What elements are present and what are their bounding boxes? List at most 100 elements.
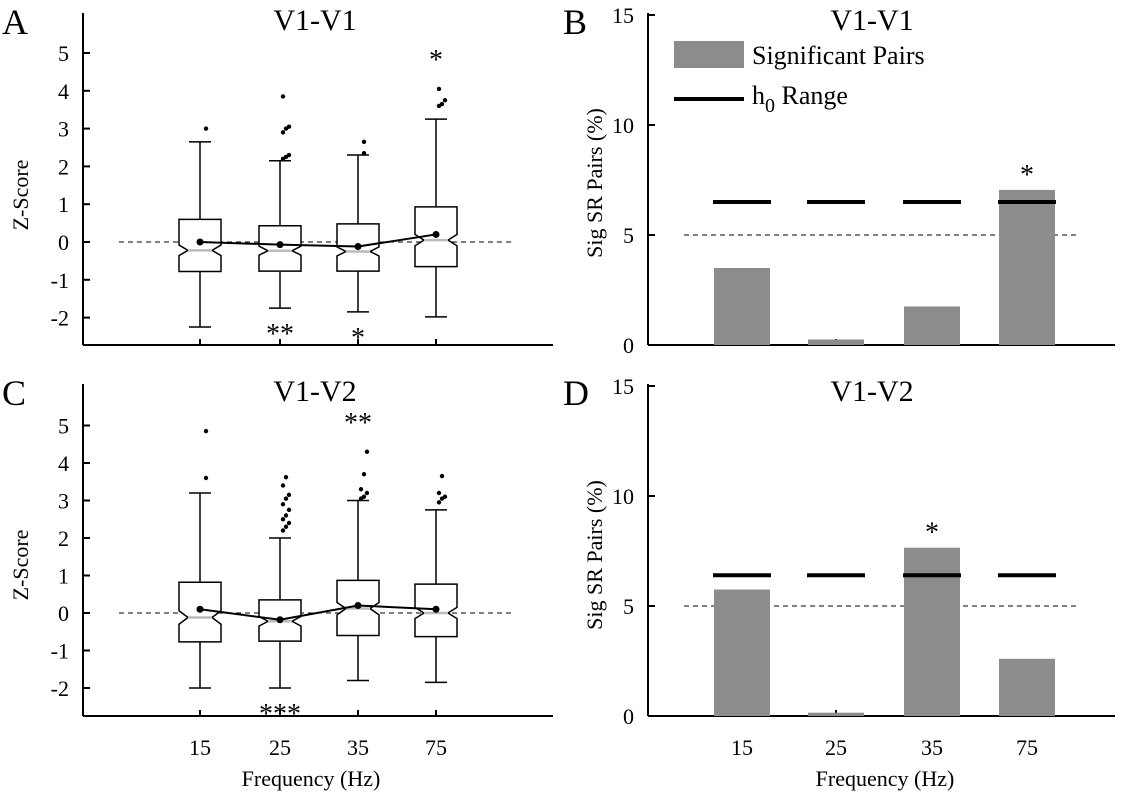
x-tick-label: 25 bbox=[269, 735, 291, 760]
bar bbox=[999, 189, 1055, 345]
outlier-point bbox=[203, 428, 209, 434]
mean-point bbox=[196, 605, 204, 613]
outlier-point bbox=[283, 496, 289, 501]
panel-d-plot-area: 0 5 10 15 15 25 35 75 * bbox=[612, 374, 1115, 760]
outlier-point bbox=[286, 492, 292, 498]
bar bbox=[714, 589, 770, 716]
y-tick-label: 0 bbox=[623, 704, 634, 729]
y-tick-label: 10 bbox=[612, 113, 634, 138]
y-tick-label: -1 bbox=[51, 639, 69, 664]
panel-b-ylabel: Sig SR Pairs (%) bbox=[582, 108, 607, 258]
y-tick-label: 15 bbox=[612, 374, 634, 399]
legend-bar-swatch bbox=[674, 41, 744, 68]
outlier-point bbox=[280, 517, 286, 522]
mean-point bbox=[432, 230, 440, 238]
mean-point bbox=[354, 243, 362, 251]
legend-bar-label: Significant Pairs bbox=[752, 41, 925, 70]
y-tick-label: 3 bbox=[58, 117, 69, 142]
panel-letter-a: A bbox=[2, 2, 28, 42]
outlier-point bbox=[286, 152, 292, 158]
outlier-point bbox=[283, 513, 289, 518]
outlier-point bbox=[361, 150, 367, 156]
box bbox=[258, 224, 302, 272]
y-tick-label: 0 bbox=[58, 601, 69, 626]
legend-range-main: h bbox=[752, 81, 765, 110]
outlier-point bbox=[283, 524, 289, 529]
y-tick-label: -2 bbox=[51, 676, 69, 701]
y-tick-label: 3 bbox=[58, 489, 69, 514]
mean-line bbox=[199, 604, 437, 621]
outlier-point bbox=[280, 483, 286, 488]
outlier-point bbox=[442, 494, 448, 499]
outlier-point bbox=[280, 502, 286, 507]
outlier-point bbox=[286, 520, 292, 526]
outlier-point bbox=[286, 507, 292, 513]
x-tick-label: 35 bbox=[347, 735, 369, 760]
panel-a-title: V1-V1 bbox=[273, 4, 356, 37]
panel-b-title: V1-V1 bbox=[830, 4, 913, 37]
panel-b-bar-chart: B V1-V1 Sig SR Pairs (%) 0 5 10 15 * Signifi… bbox=[563, 2, 1115, 358]
panel-letter-d: D bbox=[563, 373, 589, 413]
panel-b-plot-area: 0 5 10 15 * bbox=[612, 3, 1115, 358]
outlier-point bbox=[439, 473, 445, 479]
outlier-point bbox=[203, 475, 209, 481]
outlier-point bbox=[442, 98, 448, 103]
mean-point bbox=[354, 602, 362, 609]
outlier-point bbox=[436, 490, 442, 496]
significance-stars: ** bbox=[344, 408, 372, 439]
significance-stars: ** bbox=[266, 319, 294, 350]
significance-stars: * bbox=[429, 45, 443, 76]
y-tick-label: 1 bbox=[58, 192, 69, 217]
bar bbox=[904, 306, 960, 345]
significance-stars: * bbox=[351, 323, 365, 354]
bar bbox=[714, 268, 770, 345]
mean-point bbox=[276, 241, 284, 249]
y-tick-label: 5 bbox=[623, 594, 634, 619]
legend-range-rest: Range bbox=[775, 81, 848, 110]
legend: Significant Pairs h0 Range bbox=[674, 41, 925, 117]
bar bbox=[808, 712, 864, 716]
legend-range-sub: 0 bbox=[765, 95, 775, 117]
y-tick-label: 2 bbox=[58, 526, 69, 551]
outlier-point bbox=[203, 126, 209, 131]
outlier-point bbox=[361, 139, 367, 145]
y-tick-label: 15 bbox=[612, 3, 634, 28]
y-tick-label: -1 bbox=[51, 268, 69, 293]
panel-c-xlabel: Frequency (Hz) bbox=[242, 766, 381, 791]
mean-point bbox=[196, 238, 204, 246]
y-tick-label: 4 bbox=[58, 79, 69, 104]
y-tick-label: 5 bbox=[58, 414, 69, 439]
outlier-point bbox=[436, 500, 442, 505]
legend-range-label: h0 Range bbox=[752, 81, 848, 117]
mean-point bbox=[276, 616, 284, 624]
mean-point bbox=[432, 605, 440, 613]
outlier-point bbox=[436, 86, 442, 92]
panel-d-bar-chart: D V1-V2 Sig SR Pairs (%) 0 5 10 15 15 25 35 75 *… bbox=[563, 373, 1115, 791]
bar bbox=[808, 339, 864, 345]
outlier-point bbox=[358, 487, 364, 492]
bar bbox=[999, 658, 1055, 716]
y-tick-label: 1 bbox=[58, 564, 69, 589]
y-tick-label: 0 bbox=[623, 333, 634, 358]
y-tick-label: -2 bbox=[51, 306, 69, 331]
y-tick-label: 5 bbox=[623, 223, 634, 248]
y-tick-label: 0 bbox=[58, 230, 69, 255]
outlier-point bbox=[286, 124, 292, 129]
significance-star: * bbox=[1020, 160, 1034, 191]
y-tick-label: 4 bbox=[58, 451, 69, 476]
outlier-point bbox=[364, 449, 370, 454]
panel-c-title: V1-V2 bbox=[273, 375, 356, 408]
mean-line bbox=[199, 233, 437, 248]
x-tick-label: 75 bbox=[425, 735, 447, 760]
x-tick-label: 75 bbox=[1016, 735, 1038, 760]
panel-letter-c: C bbox=[2, 373, 26, 413]
outlier-point bbox=[361, 472, 367, 477]
x-tick-label: 15 bbox=[189, 735, 211, 760]
y-tick-label: 2 bbox=[58, 154, 69, 179]
significance-star: * bbox=[925, 518, 939, 549]
y-tick-label: 10 bbox=[612, 484, 634, 509]
